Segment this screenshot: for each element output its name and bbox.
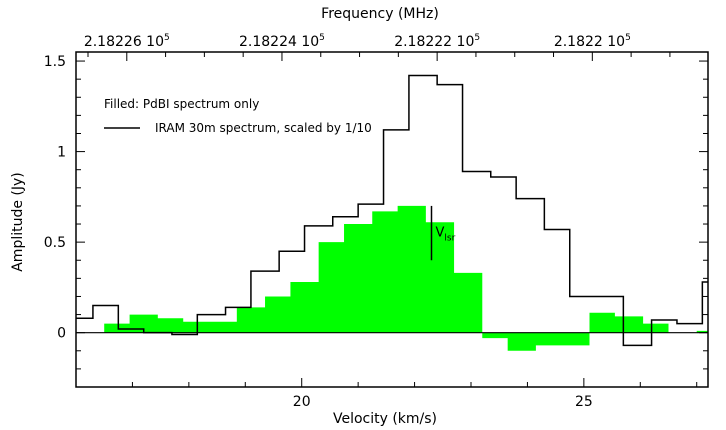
top-tick-exponent: 5 bbox=[319, 33, 325, 43]
top-tick-exponent: 5 bbox=[164, 33, 170, 43]
iram-step-line bbox=[76, 74, 708, 347]
legend-line-label: IRAM 30m spectrum, scaled by 1/10 bbox=[155, 121, 372, 135]
top-tick-label: 2.18222 105 bbox=[394, 33, 480, 50]
vlsr-subscript: lsr bbox=[444, 234, 455, 244]
y-tick-label: 0 bbox=[57, 326, 66, 342]
top-tick-exponent: 5 bbox=[474, 33, 480, 43]
text-layer: Frequency (MHz) Velocity (km/s) Amplitud… bbox=[10, 6, 631, 427]
top-tick-label: 2.18224 105 bbox=[239, 33, 325, 50]
y-tick-label: 0.5 bbox=[44, 235, 66, 251]
x-tick-label: 25 bbox=[575, 394, 593, 410]
y-tick-label: 1.5 bbox=[44, 54, 66, 70]
plot-frame bbox=[75, 51, 709, 388]
plot-layer bbox=[76, 74, 708, 351]
y-axis-title: Amplitude (Jy) bbox=[10, 172, 26, 272]
frame-layer bbox=[75, 51, 709, 388]
x-tick-label: 20 bbox=[293, 394, 311, 410]
top-tick-label: 2.18226 105 bbox=[84, 33, 170, 50]
x-axis-title: Velocity (km/s) bbox=[333, 411, 437, 427]
y-tick-label: 1 bbox=[57, 145, 66, 161]
top-tick-label: 2.1822 105 bbox=[554, 33, 631, 50]
legend-filled-label: Filled: PdBI spectrum only bbox=[104, 97, 259, 111]
top-tick-exponent: 5 bbox=[625, 33, 631, 43]
pdbi-filled-area bbox=[76, 205, 708, 351]
top-axis-title: Frequency (MHz) bbox=[321, 6, 439, 22]
